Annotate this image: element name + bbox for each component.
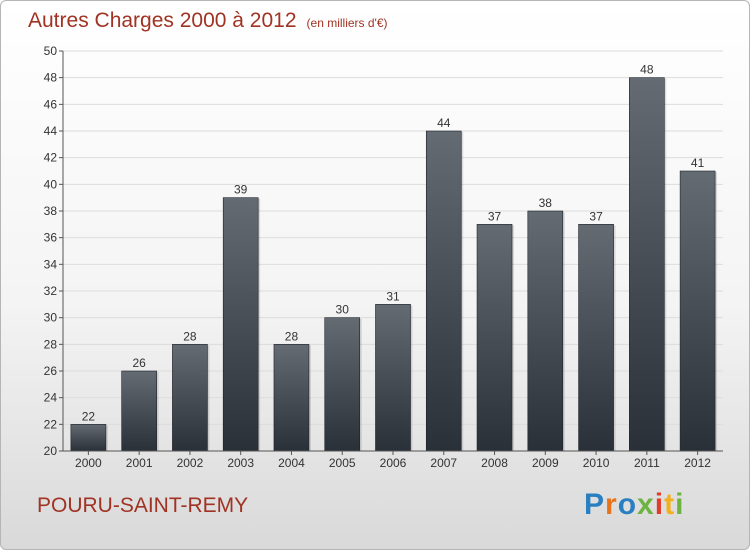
title-main: Autres Charges 2000 à 2012 [28, 9, 297, 32]
y-tick-label: 30 [44, 311, 58, 325]
x-tick-label: 2012 [684, 456, 711, 470]
data-label: 28 [285, 329, 299, 343]
y-tick-label: 40 [44, 177, 58, 191]
y-tick-label: 48 [44, 71, 58, 85]
data-label: 22 [82, 409, 96, 423]
data-label: 30 [336, 303, 350, 317]
logo-letter: P [584, 488, 606, 521]
data-label: 31 [386, 289, 400, 303]
x-tick-label: 2011 [634, 456, 660, 470]
data-label: 39 [234, 183, 248, 197]
y-tick-label: 44 [44, 124, 58, 138]
y-tick-label: 38 [44, 204, 58, 218]
y-tick-label: 50 [44, 44, 58, 58]
bar-2002[interactable] [172, 344, 208, 452]
bar-2007[interactable] [425, 130, 462, 452]
y-tick-label: 34 [44, 257, 58, 271]
proxiti-logo[interactable]: Proxiti [584, 488, 684, 522]
data-label: 26 [132, 356, 146, 370]
bars [70, 77, 718, 452]
data-label: 37 [589, 209, 603, 223]
labels: 20 22 24 26 28 30 32 34 36 38 40 42 44 46 48 50 2000 22 20… [44, 44, 712, 470]
bar-2009[interactable] [527, 210, 564, 452]
data-label: 38 [539, 196, 553, 210]
y-tick-label: 22 [44, 417, 58, 431]
x-tick-label: 2007 [430, 456, 457, 470]
data-label: 44 [437, 116, 451, 130]
logo-letter: x [637, 488, 655, 521]
bar-2001[interactable] [121, 370, 157, 452]
data-label: 37 [488, 209, 502, 223]
y-tick-label: 24 [44, 391, 58, 405]
y-tick-label: 46 [44, 97, 58, 111]
logo-letter: t [664, 488, 676, 521]
x-tick-label: 2009 [532, 456, 559, 470]
bar-2003[interactable] [222, 197, 259, 452]
y-tick-label: 32 [44, 284, 58, 298]
x-tick-label: 2000 [75, 456, 102, 470]
data-label: 48 [640, 63, 654, 77]
x-tick-label: 2003 [227, 456, 254, 470]
bar-2005[interactable] [324, 317, 361, 452]
y-tick-label: 26 [44, 364, 58, 378]
bar-2008[interactable] [476, 224, 513, 452]
commune-name: POURU-SAINT-REMY [37, 494, 249, 517]
x-tick-label: 2002 [177, 456, 204, 470]
x-tick-label: 2008 [481, 456, 508, 470]
bar-2011[interactable] [629, 77, 665, 452]
y-tick-label: 36 [44, 231, 58, 245]
bar-2012[interactable] [679, 170, 716, 452]
logo-letter: r [605, 488, 618, 521]
y-tick-label: 20 [44, 444, 58, 458]
data-label: 41 [691, 156, 705, 170]
logo-letter: o [617, 488, 638, 521]
logo-letter: i [654, 488, 665, 521]
x-tick-label: 2006 [380, 456, 407, 470]
data-label: 28 [183, 329, 197, 343]
logo-letter: i [675, 488, 685, 521]
x-tick-label: 2010 [583, 456, 610, 470]
x-tick-label: 2001 [126, 456, 153, 470]
bar-2004[interactable] [273, 344, 310, 452]
x-tick-label: 2005 [329, 456, 356, 470]
bar-2000[interactable] [70, 424, 107, 452]
y-tick-label: 28 [44, 337, 58, 351]
chart-title: Autres Charges 2000 à 2012 (en milliers d… [28, 9, 388, 33]
axes [59, 50, 723, 455]
y-tick-label: 42 [44, 151, 58, 165]
bar-2010[interactable] [578, 224, 614, 452]
title-unit: (en milliers d'€) [306, 16, 388, 30]
x-tick-label: 2004 [278, 456, 305, 470]
bar-2006[interactable] [375, 304, 411, 452]
